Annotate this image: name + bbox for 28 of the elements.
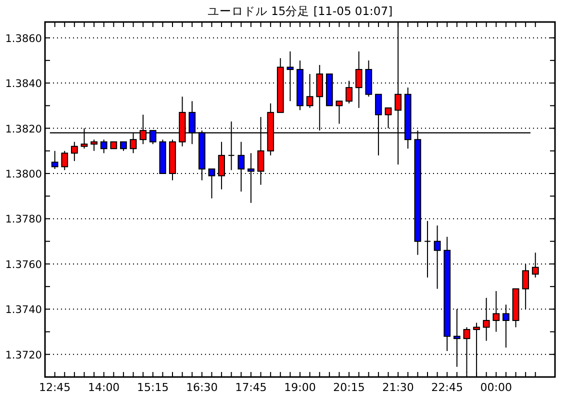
chart-title: ユーロドル 15分足 [11-05 01:07] xyxy=(207,4,393,18)
x-tick-label: 17:45 xyxy=(235,381,267,394)
y-tick-label: 1.3780 xyxy=(5,214,42,226)
y-tick-label: 1.3740 xyxy=(5,304,42,316)
y-tick-label: 1.3720 xyxy=(5,349,42,362)
candlestick xyxy=(336,100,343,124)
candlestick xyxy=(90,139,98,152)
x-tick-label: 22:45 xyxy=(431,381,463,394)
y-tick-label: 1.3820 xyxy=(5,123,42,136)
candlestick xyxy=(61,150,68,171)
y-tick-label: 1.3840 xyxy=(5,78,42,90)
candlestick xyxy=(100,139,108,154)
candlestick xyxy=(208,168,216,199)
x-tick-label: 21:30 xyxy=(382,381,414,394)
x-tick-label: 19:00 xyxy=(284,381,316,394)
y-tick-label: 1.3800 xyxy=(5,168,42,180)
y-tick-label: 1.3860 xyxy=(5,32,42,45)
candlestick xyxy=(70,141,78,162)
candlestick xyxy=(434,225,441,290)
x-tick-label: 16:30 xyxy=(186,381,218,394)
candlestick xyxy=(120,141,127,152)
candlestick xyxy=(51,150,58,170)
x-tick-label: 12:45 xyxy=(38,381,71,394)
x-tick-label: 20:15 xyxy=(333,381,365,394)
x-tick-label: 15:15 xyxy=(137,381,169,394)
x-tick-label: 14:00 xyxy=(88,381,120,394)
y-tick-label: 1.3760 xyxy=(5,258,42,271)
x-tick-label: 00:00 xyxy=(480,381,512,394)
